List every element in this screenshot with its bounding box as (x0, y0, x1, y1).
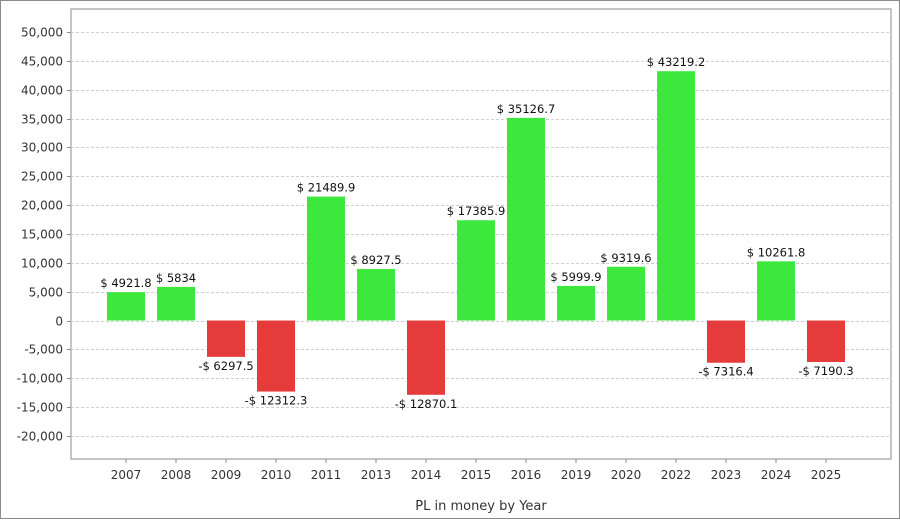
x-tick-label: 2016 (511, 468, 542, 482)
x-tick-label: 2025 (811, 468, 842, 482)
bar-2025 (807, 320, 845, 363)
x-axis: 2007 2008 2009 2010 2011 2013 2014 2015 2016 2019… (111, 459, 842, 482)
data-label-2020: $ 9319.6 (600, 251, 651, 265)
x-tick-label: 2010 (261, 468, 292, 482)
bar-2007 (107, 292, 145, 321)
x-tick-label: 2007 (111, 468, 142, 482)
bars (107, 71, 845, 395)
y-tick-label: 30,000 (21, 141, 63, 155)
x-tick-label: 2013 (361, 468, 392, 482)
bar-2015 (457, 220, 495, 321)
x-tick-label: 2015 (461, 468, 492, 482)
bar-2011 (307, 196, 345, 321)
data-label-2025: -$ 7190.3 (798, 364, 853, 378)
data-label-2011: $ 21489.9 (297, 181, 356, 195)
bar-2008 (157, 286, 195, 321)
y-axis: 50,000 45,000 40,000 35,000 30,000 25,000 20,0… (17, 26, 71, 444)
y-tick-label: -5,000 (24, 343, 63, 357)
x-tick-label: 2014 (411, 468, 442, 482)
bar-2020 (607, 266, 645, 321)
bar-2009 (207, 320, 245, 357)
x-tick-label: 2009 (211, 468, 242, 482)
x-tick-label: 2020 (611, 468, 642, 482)
bar-2022 (657, 71, 695, 321)
data-label-2013: $ 8927.5 (350, 253, 401, 267)
data-label-2008: $ 5834 (156, 271, 196, 285)
data-label-2015: $ 17385.9 (447, 204, 506, 218)
data-label-2022: $ 43219.2 (647, 55, 706, 69)
x-tick-label: 2024 (761, 468, 792, 482)
y-tick-label: 45,000 (21, 55, 63, 69)
y-tick-label: 40,000 (21, 84, 63, 98)
data-label-2019: $ 5999.9 (550, 270, 601, 284)
y-tick-label: -20,000 (17, 430, 63, 444)
bar-2019 (557, 285, 595, 321)
data-label-2007: $ 4921.8 (100, 276, 151, 290)
y-tick-label: 5,000 (29, 286, 63, 300)
gridlines (70, 8, 892, 460)
data-labels: $ 4921.8 $ 5834 -$ 6297.5 -$ 12312.3 $ 21489… (100, 55, 853, 411)
data-label-2016: $ 35126.7 (497, 102, 556, 116)
bar-2024 (757, 261, 795, 321)
x-tick-label: 2023 (711, 468, 742, 482)
y-tick-label: 25,000 (21, 170, 63, 184)
data-label-2023: -$ 7316.4 (698, 365, 753, 379)
data-label-2024: $ 10261.8 (747, 245, 806, 259)
data-label-2009: -$ 6297.5 (198, 359, 253, 373)
x-tick-label: 2019 (561, 468, 592, 482)
y-tick-label: 10,000 (21, 257, 63, 271)
data-label-2014: -$ 12870.1 (395, 397, 458, 411)
y-tick-label: -15,000 (17, 401, 63, 415)
bar-2010 (257, 320, 295, 392)
y-tick-label: -10,000 (17, 372, 63, 386)
x-axis-title: PL in money by Year (415, 499, 547, 514)
x-tick-label: 2011 (311, 468, 342, 482)
y-tick-label: 20,000 (21, 199, 63, 213)
bar-2016 (507, 117, 545, 321)
y-tick-label: 50,000 (21, 26, 63, 40)
data-label-2010: -$ 12312.3 (245, 394, 308, 408)
y-tick-label: 35,000 (21, 113, 63, 127)
bar-2014 (407, 320, 445, 395)
bar-2013 (357, 269, 395, 321)
bar-2023 (707, 320, 745, 363)
y-tick-label: 0 (55, 315, 63, 329)
x-tick-label: 2008 (161, 468, 192, 482)
y-tick-label: 15,000 (21, 228, 63, 242)
x-tick-label: 2022 (661, 468, 692, 482)
